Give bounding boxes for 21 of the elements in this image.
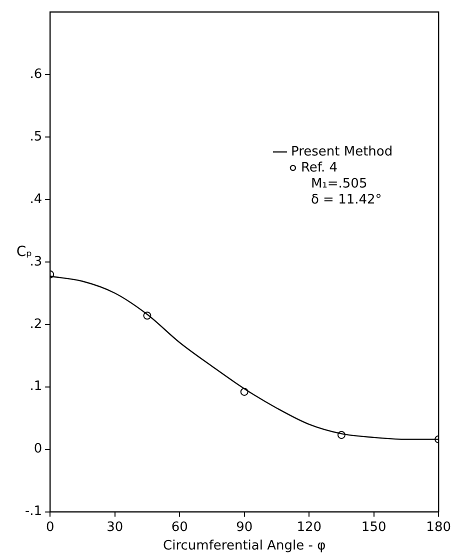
x-axis-title: Circumferential Angle - φ xyxy=(163,538,326,554)
x-tick-label: 150 xyxy=(361,520,386,535)
y-tick-label: .4 xyxy=(30,192,42,207)
y-tick-label: .6 xyxy=(30,66,42,82)
y-tick-label: .5 xyxy=(30,129,42,144)
legend-label: Ref. 4 xyxy=(300,160,338,176)
y-axis-title: Cₚ xyxy=(16,244,32,260)
x-tick-label: 180 xyxy=(426,520,452,535)
x-tick-label: 120 xyxy=(296,520,322,535)
x-tick-label: 90 xyxy=(236,520,253,535)
x-tick-label: 60 xyxy=(171,520,188,535)
legend-label: Present Method xyxy=(290,144,393,160)
x-tick-label: 30 xyxy=(106,520,124,535)
y-tick-label: .1 xyxy=(30,379,42,394)
annotation: δ = 11.42° xyxy=(310,192,382,208)
y-tick-label: -.1 xyxy=(24,504,42,520)
y-tick-label: .2 xyxy=(30,316,42,332)
y-tick-label: .3 xyxy=(30,254,42,270)
y-tick-label: 0 xyxy=(34,442,42,457)
annotation: M₁=.505 xyxy=(310,176,368,192)
x-tick-label: 0 xyxy=(46,520,54,535)
